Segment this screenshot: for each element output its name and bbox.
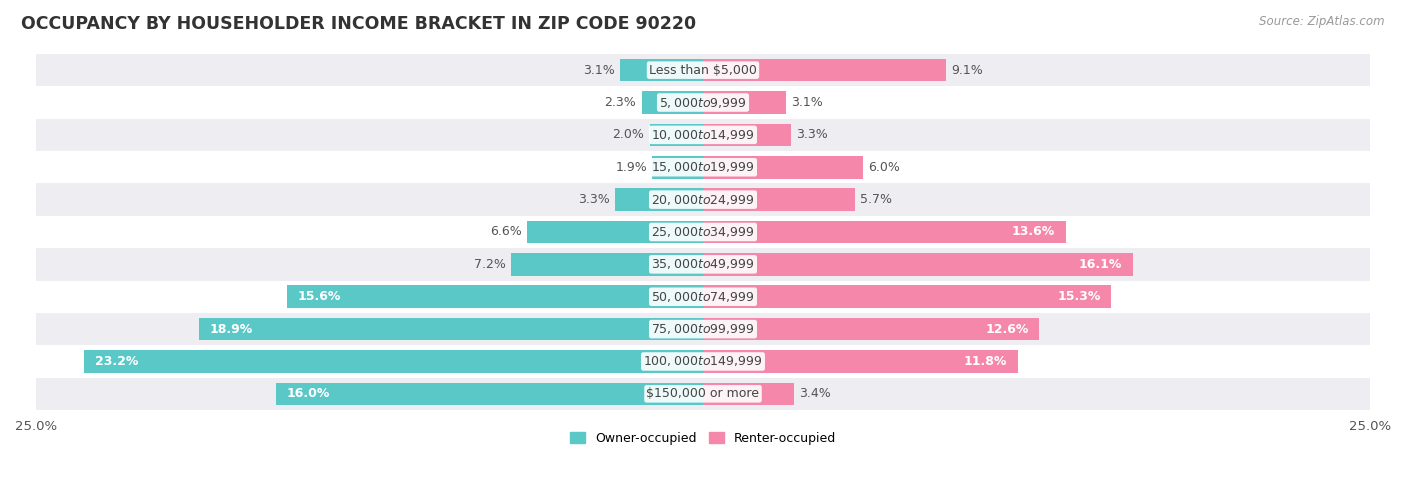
Bar [510, 253, 703, 276]
Bar [37, 119, 1369, 151]
Text: 16.0%: 16.0% [287, 387, 330, 400]
Text: 3.3%: 3.3% [796, 129, 828, 141]
Bar [641, 91, 703, 114]
Bar [37, 377, 1369, 410]
Text: 1.9%: 1.9% [616, 161, 647, 174]
Text: $100,000 to $149,999: $100,000 to $149,999 [644, 355, 762, 369]
Text: $25,000 to $34,999: $25,000 to $34,999 [651, 225, 755, 239]
Bar [276, 382, 703, 405]
Bar [703, 91, 786, 114]
Text: 7.2%: 7.2% [474, 258, 506, 271]
Bar [652, 156, 703, 179]
Bar [703, 124, 792, 146]
Bar [650, 124, 703, 146]
Text: $10,000 to $14,999: $10,000 to $14,999 [651, 128, 755, 142]
Bar [37, 216, 1369, 248]
Bar [703, 253, 1132, 276]
Text: $15,000 to $19,999: $15,000 to $19,999 [651, 160, 755, 174]
Text: 2.3%: 2.3% [605, 96, 637, 109]
Bar [703, 318, 1039, 340]
Text: 3.1%: 3.1% [792, 96, 823, 109]
Text: 6.0%: 6.0% [869, 161, 900, 174]
Legend: Owner-occupied, Renter-occupied: Owner-occupied, Renter-occupied [565, 427, 841, 450]
Bar [703, 382, 794, 405]
Bar [37, 313, 1369, 345]
Text: 15.6%: 15.6% [298, 290, 340, 303]
Bar [703, 285, 1111, 308]
Text: 3.4%: 3.4% [799, 387, 831, 400]
Bar [703, 350, 1018, 373]
Bar [614, 188, 703, 211]
Bar [37, 248, 1369, 281]
Text: $150,000 or more: $150,000 or more [647, 387, 759, 400]
Bar [527, 221, 703, 244]
Text: 2.0%: 2.0% [613, 129, 644, 141]
Bar [198, 318, 703, 340]
Text: 3.1%: 3.1% [583, 64, 614, 76]
Text: $5,000 to $9,999: $5,000 to $9,999 [659, 95, 747, 110]
Bar [37, 345, 1369, 377]
Bar [37, 184, 1369, 216]
Text: Less than $5,000: Less than $5,000 [650, 64, 756, 76]
Bar [37, 281, 1369, 313]
Text: Source: ZipAtlas.com: Source: ZipAtlas.com [1260, 15, 1385, 28]
Text: 11.8%: 11.8% [963, 355, 1007, 368]
Bar [703, 156, 863, 179]
Text: 15.3%: 15.3% [1057, 290, 1101, 303]
Text: OCCUPANCY BY HOUSEHOLDER INCOME BRACKET IN ZIP CODE 90220: OCCUPANCY BY HOUSEHOLDER INCOME BRACKET … [21, 15, 696, 33]
Text: 6.6%: 6.6% [489, 225, 522, 239]
Text: 18.9%: 18.9% [209, 322, 253, 336]
Bar [287, 285, 703, 308]
Bar [37, 86, 1369, 119]
Text: 3.3%: 3.3% [578, 193, 610, 206]
Text: $20,000 to $24,999: $20,000 to $24,999 [651, 193, 755, 206]
Text: 9.1%: 9.1% [950, 64, 983, 76]
Text: $50,000 to $74,999: $50,000 to $74,999 [651, 290, 755, 304]
Bar [703, 188, 855, 211]
Bar [37, 54, 1369, 86]
Text: 16.1%: 16.1% [1078, 258, 1122, 271]
Bar [703, 221, 1066, 244]
Text: 12.6%: 12.6% [986, 322, 1028, 336]
Bar [37, 151, 1369, 184]
Text: 23.2%: 23.2% [94, 355, 138, 368]
Text: $35,000 to $49,999: $35,000 to $49,999 [651, 257, 755, 271]
Bar [620, 59, 703, 81]
Text: $75,000 to $99,999: $75,000 to $99,999 [651, 322, 755, 336]
Text: 13.6%: 13.6% [1012, 225, 1054, 239]
Text: 5.7%: 5.7% [860, 193, 893, 206]
Bar [84, 350, 703, 373]
Bar [703, 59, 946, 81]
